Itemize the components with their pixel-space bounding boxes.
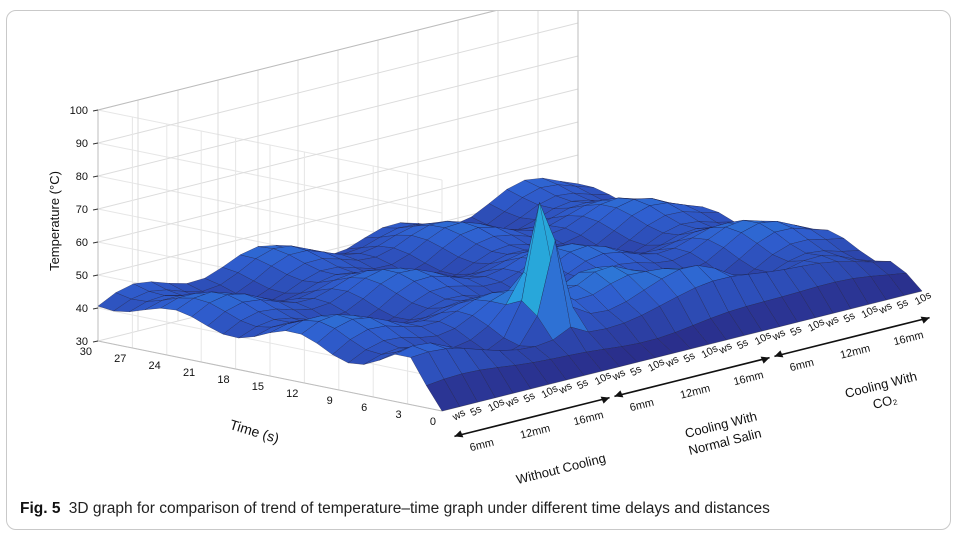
delay-label: 5s <box>842 310 858 326</box>
z-tick-label: 30 <box>76 336 88 348</box>
delay-label: ws <box>450 407 468 424</box>
group-label: Without Cooling <box>515 450 608 487</box>
z-tick <box>92 274 99 277</box>
group-arrow <box>454 396 610 438</box>
y-tick-label: 30 <box>80 346 92 358</box>
delay-label: 5s <box>788 323 804 339</box>
y-tick-label: 21 <box>183 367 195 379</box>
group-arrow-head <box>454 430 464 438</box>
figure-frame: 100 90 80 70 60 50 40 30 Temperature (°C) 30 27 24… <box>6 10 951 530</box>
distance-label: 12mm <box>679 383 712 402</box>
y-tick-label: 24 <box>149 360 161 372</box>
z-tick-label: 70 <box>76 204 88 216</box>
figure-caption: Fig. 5 3D graph for comparison of trend … <box>20 498 930 519</box>
delay-label: ws <box>876 300 894 317</box>
z-tick-label: 100 <box>70 105 88 117</box>
z-tick <box>92 109 99 112</box>
z-tick <box>92 208 99 211</box>
distance-label: 16mm <box>892 329 925 348</box>
temperature-axis: 100 90 80 70 60 50 40 30 Temperature (°C) <box>47 105 99 348</box>
z-tick-label: 80 <box>76 171 88 183</box>
y-tick-label: 6 <box>361 402 367 414</box>
delay-label: ws <box>716 340 734 357</box>
y-tick-label: 12 <box>286 388 298 400</box>
delay-label: 5s <box>522 390 538 406</box>
group-arrow-head <box>774 350 784 358</box>
z-tick-label: 50 <box>76 270 88 282</box>
delay-label: 5s <box>735 336 751 352</box>
z-tick <box>92 175 99 178</box>
delay-label: ws <box>770 327 788 344</box>
caption-label: Fig. 5 <box>20 500 61 517</box>
delay-label: ws <box>663 353 681 370</box>
z-tick-label: 40 <box>76 303 88 315</box>
group-arrow-head <box>920 316 930 324</box>
distance-label: 12mm <box>519 423 552 442</box>
delay-label: 5s <box>628 363 644 379</box>
delay-label: ws <box>823 313 841 330</box>
caption-text: 3D graph for comparison of trend of temp… <box>68 500 770 517</box>
y-tick-label: 3 <box>395 409 401 421</box>
distance-label: 6mm <box>629 397 656 415</box>
temperature-surface <box>97 177 923 412</box>
delay-label: ws <box>556 380 574 397</box>
z-axis-label: Temperature (°C) <box>47 171 62 271</box>
group-label: CO₂ <box>871 391 898 412</box>
surface-patch <box>888 272 923 296</box>
group-arrow-head <box>600 396 610 404</box>
delay-label: 5s <box>895 296 911 312</box>
group-arrow-head <box>760 356 770 364</box>
z-tick <box>92 307 99 310</box>
delay-label: 5s <box>682 350 698 366</box>
axis-edge <box>97 11 497 111</box>
y-tick-label: 27 <box>114 353 126 365</box>
distance-label: 6mm <box>469 437 496 455</box>
distance-label: 16mm <box>572 409 605 428</box>
delay-label: 5s <box>575 376 591 392</box>
z-tick <box>92 241 99 244</box>
distance-label: 16mm <box>732 369 765 388</box>
delay-label: 5s <box>468 403 484 419</box>
z-tick-label: 60 <box>76 237 88 249</box>
delay-label: ws <box>610 367 628 384</box>
y-tick-label: 9 <box>327 395 333 407</box>
y-tick-label: 15 <box>252 381 264 393</box>
distance-label: 6mm <box>789 357 816 375</box>
group-arrow <box>614 356 770 398</box>
z-tick <box>92 340 99 343</box>
group-arrow-head <box>614 390 624 398</box>
distance-label: 12mm <box>839 343 872 362</box>
y-axis-label: Time (s) <box>228 416 281 446</box>
y-tick-label: 0 <box>430 416 436 428</box>
y-tick-label: 18 <box>217 374 229 386</box>
delay-label: ws <box>503 393 521 410</box>
group-arrow <box>774 316 930 358</box>
z-tick <box>92 142 99 145</box>
axis-edge <box>97 340 443 412</box>
z-tick-label: 90 <box>76 138 88 150</box>
